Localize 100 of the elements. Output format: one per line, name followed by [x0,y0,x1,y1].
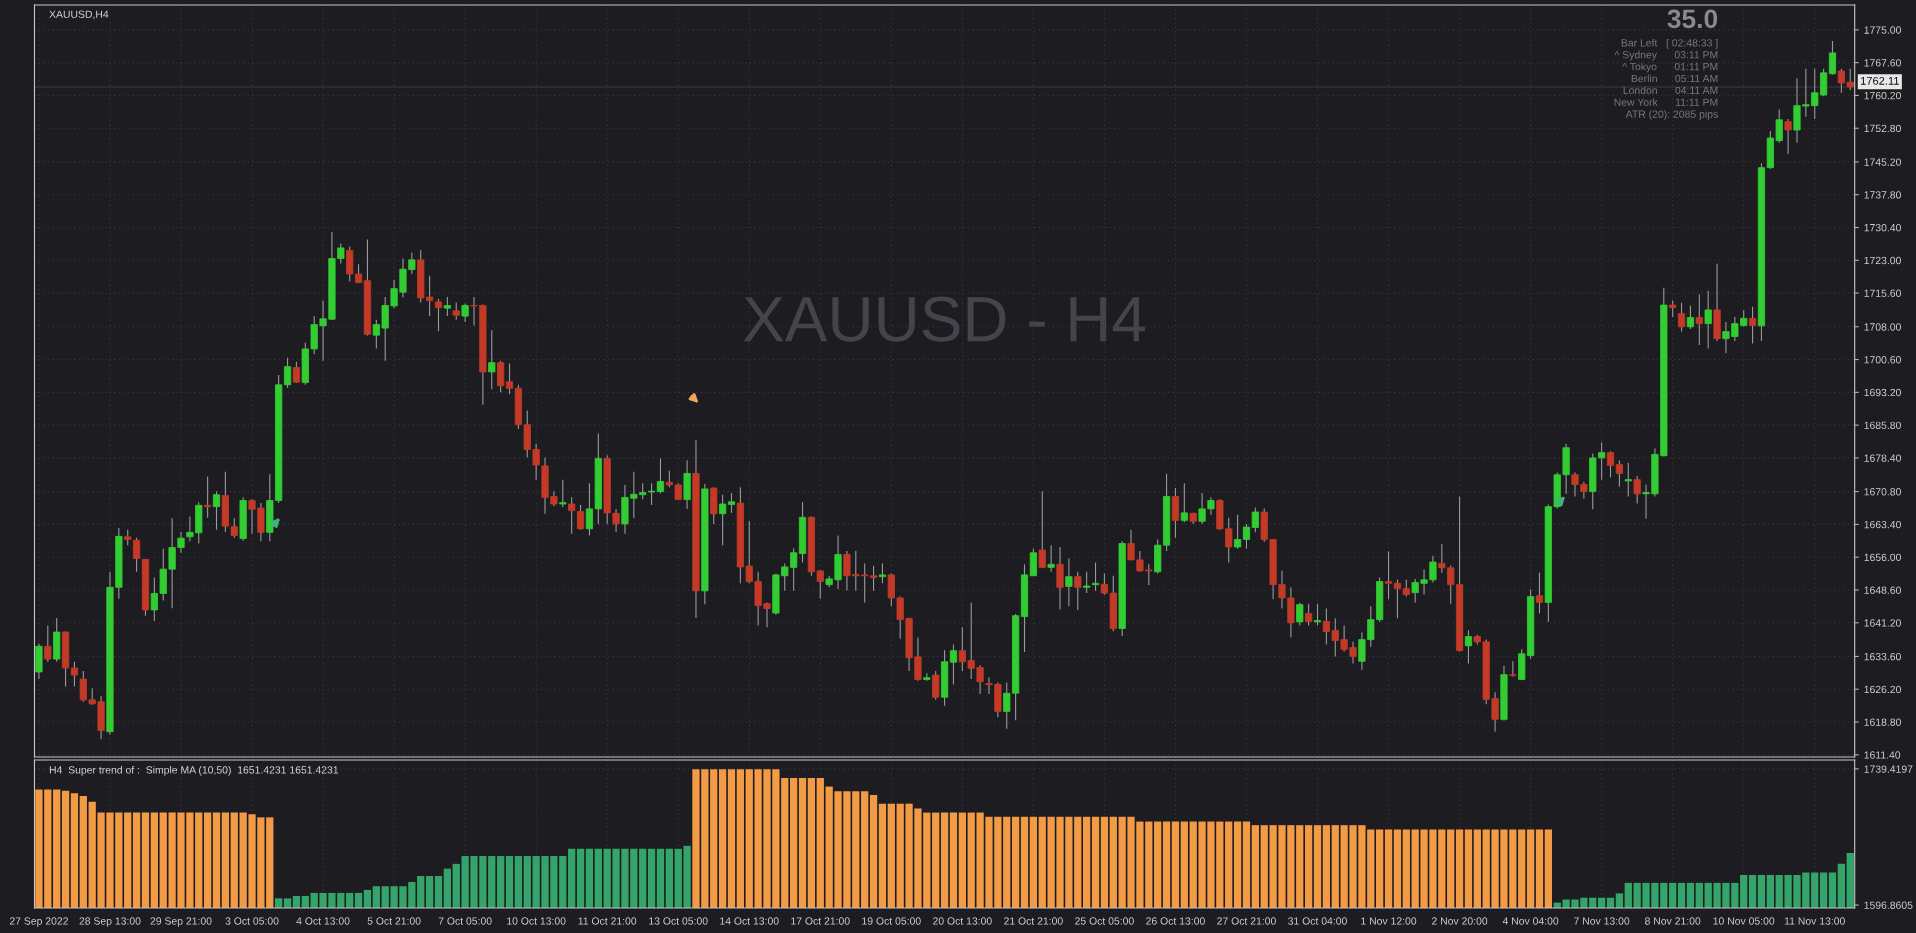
annotation: Bar Left [ 02:48:33 ] [1621,38,1718,49]
y-tick-label: 1737.80 [1864,191,1901,199]
annotation: London 04:11 AM [1623,86,1718,95]
candlestick [1748,306,1757,345]
candlestick [1091,561,1100,592]
candlestick [461,303,469,323]
candlestick [1677,302,1686,333]
y-tick-label: 1767.60 [1864,59,1901,67]
candlestick [212,491,221,531]
y-tick-label: 1648.60 [1864,586,1901,594]
x-tick-label: 10 Oct 13:00 [507,917,566,925]
x-tick-label: 19 Oct 05:00 [862,917,921,925]
candlestick [1233,514,1242,550]
candlestick [727,492,736,514]
annotation: ^ Sydney 03:11 PM [1614,50,1718,61]
candlestick [1056,546,1064,611]
candlestick [132,537,141,573]
x-tick-label: 4 Nov 04:00 [1502,917,1559,925]
candlestick [1296,602,1304,626]
x-tick-label: 8 Nov 21:00 [1645,917,1701,925]
y-tick-label: 1641.20 [1864,619,1901,627]
y-tick-label: 1730.40 [1864,223,1901,232]
y-tick-label: 1745.20 [1864,158,1901,166]
candlestick [1171,487,1180,539]
candlestick [1828,40,1837,76]
candlestick [1615,460,1624,488]
x-tick-label: 17 Oct 21:00 [791,917,850,925]
candlestick [488,329,496,390]
x-tick-label: 20 Oct 13:00 [933,917,992,925]
candlestick [70,661,79,688]
x-tick-label: 4 Oct 13:00 [296,917,350,925]
y-tick-label: 1700.60 [1864,356,1901,364]
candlestick [434,298,443,332]
x-tick-label: 7 Oct 05:00 [438,917,492,925]
x-tick-label: 2 Nov 20:00 [1432,917,1488,925]
candlestick [719,494,727,546]
candlestick [1251,506,1259,533]
candlestick [204,475,212,519]
candlestick [1313,603,1322,626]
candlestick [497,360,505,393]
y-tick-label: 1708.00 [1864,323,1901,331]
y-tick-label: 1739.4197 [1864,765,1913,773]
x-tick-label: 26 Oct 13:00 [1146,917,1205,925]
candlestick [1242,523,1251,550]
candlestick [1633,475,1641,505]
annotation: ^ Tokyo 01:11 PM [1622,62,1718,73]
x-tick-label: 11 Nov 13:00 [1784,917,1845,925]
annotation: New York 11:11 PM [1614,98,1718,106]
x-tick-label: 13 Oct 05:00 [649,917,708,925]
x-tick-label: 29 Sep 21:00 [150,917,212,927]
candlestick [1784,118,1792,155]
candlestick [878,562,887,584]
annotation: 35.0 [1667,9,1718,29]
x-tick-label: 21 Oct 21:00 [1004,917,1063,925]
x-tick-label: 14 Oct 13:00 [720,917,779,925]
candlestick [1065,557,1073,607]
y-tick-label: 1663.40 [1864,520,1901,529]
candlestick [1038,490,1046,569]
candlestick [1180,482,1188,523]
x-tick-label: 1 Nov 12:00 [1361,917,1417,925]
y-tick-label: 1626.20 [1864,685,1901,694]
chart-title: XAUUSD,H4 [49,10,109,20]
y-tick-label: 1678.40 [1864,454,1901,462]
annotation: ATR (20): 2085 pips [1625,110,1718,120]
candlestick [1464,629,1473,665]
x-tick-label: 25 Oct 05:00 [1075,917,1134,925]
candlestick [576,504,585,531]
candlestick [1704,290,1712,350]
candlestick [443,296,451,317]
y-tick-label: 1596.8605 [1864,901,1913,909]
annotation: Berlin 05:11 AM [1631,74,1718,83]
candlestick [1695,293,1703,346]
x-tick-label: 28 Sep 13:00 [79,917,141,927]
candlestick [44,624,52,663]
y-tick-label: 1611.40 [1864,751,1901,759]
candlestick [1624,462,1632,498]
y-tick-label: 1775.00 [1864,26,1901,34]
candlestick [1384,550,1393,600]
candlestick [1686,304,1695,330]
candlestick [1305,603,1313,626]
y-tick-label: 1685.80 [1864,421,1901,430]
candlestick [932,670,940,701]
candlestick [568,496,576,535]
y-tick-label: 1633.60 [1864,652,1901,661]
x-tick-label: 27 Oct 21:00 [1217,917,1276,925]
x-tick-label: 11 Oct 21:00 [578,917,637,925]
candlestick [559,479,567,508]
x-tick-label: 7 Nov 13:00 [1574,917,1630,925]
candlestick [1074,571,1082,611]
candlestick [1029,548,1037,577]
candlestick [1047,544,1055,573]
candlestick [1083,571,1091,594]
text: H4 Super trend of : Simple MA (10,50) 1651.4231 1651.4231 [49,765,339,776]
x-tick-label: 31 Oct 04:00 [1288,917,1347,925]
candlestick [505,362,514,395]
y-tick-label: 1723.00 [1864,256,1901,265]
x-tick-label: 10 Nov 05:00 [1713,917,1775,925]
y-tick-label: 1670.80 [1864,488,1901,496]
y-tick-label: 1760.20 [1864,91,1901,100]
y-tick-label: 1693.20 [1864,388,1901,397]
